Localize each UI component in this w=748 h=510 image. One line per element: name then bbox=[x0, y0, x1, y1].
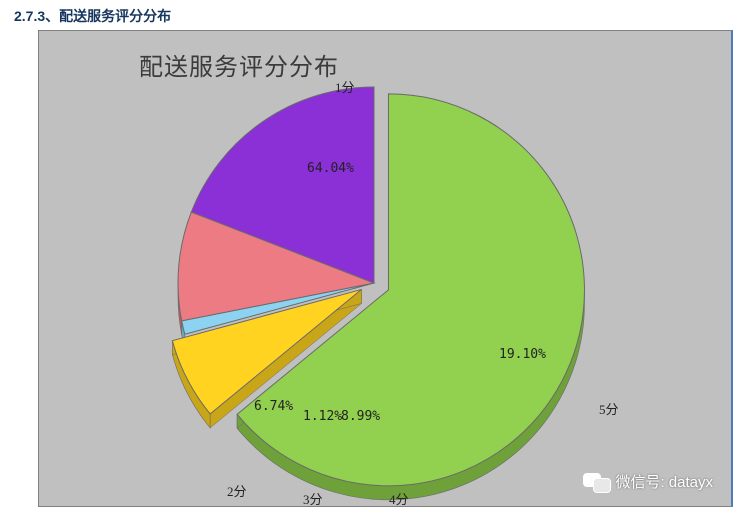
pie-chart-container: 配送服务评分分布 64.04%6.74%1.12%8.99%19.10% 1分2… bbox=[38, 30, 733, 507]
section-heading: 2.7.3、配送服务评分分布 bbox=[14, 6, 171, 26]
wechat-icon bbox=[583, 470, 609, 492]
value-label: 1.12% bbox=[303, 409, 342, 424]
value-label: 8.99% bbox=[341, 409, 380, 424]
category-label: 1分 bbox=[335, 77, 355, 96]
category-label: 3分 bbox=[303, 489, 323, 508]
category-label: 4分 bbox=[389, 489, 409, 508]
value-label: 19.10% bbox=[499, 347, 546, 362]
watermark-text: 微信号: datayx bbox=[615, 471, 713, 492]
value-label: 6.74% bbox=[254, 399, 293, 414]
category-label: 2分 bbox=[227, 481, 247, 500]
category-label: 5分 bbox=[599, 399, 619, 418]
value-label: 64.04% bbox=[307, 161, 354, 176]
watermark: 微信号: datayx bbox=[583, 470, 713, 492]
pie-chart bbox=[39, 31, 734, 508]
